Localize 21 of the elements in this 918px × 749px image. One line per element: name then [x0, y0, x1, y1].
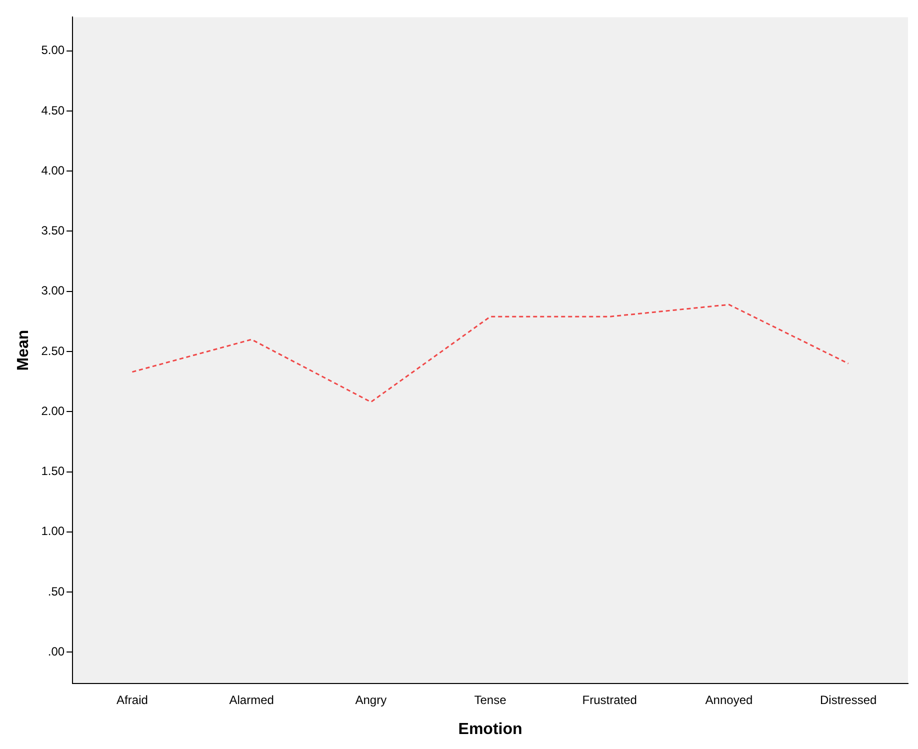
y-tick-label: .00	[48, 644, 65, 658]
x-axis-title: Emotion	[458, 720, 522, 738]
y-tick-label: .50	[48, 584, 65, 598]
y-tick-label: 2.00	[41, 404, 65, 418]
x-tick-label: Annoyed	[705, 692, 753, 707]
line-series	[131, 304, 850, 403]
y-tick-label: 4.00	[41, 163, 65, 178]
y-axis-title: Mean	[15, 330, 32, 371]
x-tick-label: Distressed	[820, 692, 877, 707]
x-tick-label: Frustrated	[582, 692, 637, 707]
y-tick-label: 2.50	[41, 344, 65, 358]
y-tick-label: 4.50	[41, 103, 65, 118]
x-tick-label: Alarmed	[229, 692, 274, 707]
y-tick-label: 3.50	[41, 224, 65, 238]
y-tick-label: 5.00	[41, 43, 65, 58]
y-tick-label: 1.00	[41, 524, 65, 538]
x-tick-label: Angry	[355, 692, 387, 707]
x-tick-label: Afraid	[116, 692, 148, 707]
x-tick-label: Tense	[474, 692, 507, 707]
y-tick-label: 1.50	[41, 464, 65, 478]
y-tick-label: 3.00	[41, 284, 65, 298]
